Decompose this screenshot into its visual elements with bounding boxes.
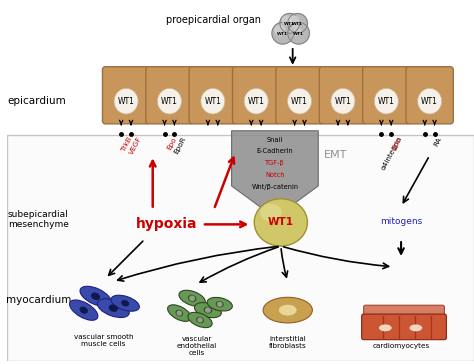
Text: Epo: Epo [165, 136, 177, 151]
Text: Snail: Snail [267, 136, 283, 143]
Ellipse shape [217, 302, 223, 307]
FancyBboxPatch shape [319, 67, 366, 124]
Text: WT1: WT1 [277, 32, 288, 36]
Ellipse shape [111, 295, 139, 311]
Circle shape [291, 25, 301, 35]
FancyBboxPatch shape [146, 67, 193, 124]
Ellipse shape [114, 88, 138, 114]
Ellipse shape [418, 88, 442, 114]
Text: WT1: WT1 [284, 22, 295, 26]
Ellipse shape [207, 297, 232, 311]
Text: hypoxia: hypoxia [136, 217, 197, 232]
Ellipse shape [279, 305, 297, 316]
Text: EpoR: EpoR [173, 136, 187, 155]
Circle shape [290, 16, 299, 25]
Ellipse shape [168, 305, 191, 321]
Ellipse shape [254, 199, 308, 246]
Ellipse shape [331, 88, 355, 114]
Text: subepicardial
mesenchyme: subepicardial mesenchyme [8, 210, 69, 229]
FancyBboxPatch shape [362, 314, 447, 340]
Ellipse shape [176, 310, 182, 316]
Text: vascular
endothelial
cells: vascular endothelial cells [177, 336, 217, 356]
Ellipse shape [80, 286, 111, 306]
Text: WT1: WT1 [293, 32, 304, 36]
Ellipse shape [179, 290, 205, 306]
Text: WT1: WT1 [421, 97, 438, 106]
Ellipse shape [157, 88, 182, 114]
Text: vascular smooth
muscle cells: vascular smooth muscle cells [73, 334, 133, 347]
Ellipse shape [288, 88, 311, 114]
Ellipse shape [216, 301, 224, 308]
Circle shape [288, 13, 308, 33]
Circle shape [288, 22, 310, 44]
FancyBboxPatch shape [7, 135, 474, 361]
Text: α4integrin: α4integrin [380, 136, 403, 171]
Text: WT1: WT1 [118, 97, 135, 106]
Circle shape [280, 13, 300, 33]
Text: EMT: EMT [324, 150, 347, 161]
Ellipse shape [97, 299, 129, 317]
Polygon shape [232, 131, 318, 207]
Text: TGF-β: TGF-β [265, 160, 285, 166]
Ellipse shape [175, 310, 183, 316]
Text: cardiomyocytes: cardiomyocytes [373, 343, 430, 349]
Ellipse shape [263, 297, 312, 323]
Text: Wnt/β-catenin: Wnt/β-catenin [251, 184, 299, 190]
Ellipse shape [197, 317, 203, 323]
Text: WT1: WT1 [248, 97, 264, 106]
Ellipse shape [109, 304, 118, 312]
Ellipse shape [203, 306, 212, 314]
Ellipse shape [121, 300, 129, 306]
Ellipse shape [189, 296, 195, 301]
Ellipse shape [80, 306, 88, 314]
Text: RA: RA [433, 136, 443, 147]
FancyBboxPatch shape [363, 67, 410, 124]
Ellipse shape [188, 295, 196, 302]
Text: Epo: Epo [391, 136, 403, 151]
Text: E-Cadherin: E-Cadherin [256, 149, 293, 154]
Ellipse shape [201, 88, 225, 114]
Text: WT1: WT1 [335, 97, 351, 106]
Ellipse shape [205, 307, 211, 313]
Text: interstitial
fibroblasts: interstitial fibroblasts [269, 336, 307, 349]
Text: VEGF: VEGF [128, 136, 143, 155]
Text: WT1: WT1 [204, 97, 221, 106]
FancyBboxPatch shape [233, 67, 280, 124]
Ellipse shape [410, 324, 422, 331]
Text: WT1: WT1 [268, 217, 294, 228]
Text: WT1: WT1 [291, 97, 308, 106]
FancyBboxPatch shape [189, 67, 237, 124]
Circle shape [275, 25, 285, 35]
Text: WT1: WT1 [292, 22, 303, 26]
FancyBboxPatch shape [406, 67, 453, 124]
Ellipse shape [188, 312, 212, 328]
Text: WT1: WT1 [378, 97, 395, 106]
Ellipse shape [244, 88, 268, 114]
Ellipse shape [91, 293, 100, 300]
Text: myocardium: myocardium [6, 295, 71, 305]
FancyBboxPatch shape [102, 67, 150, 124]
Text: epicardium: epicardium [7, 96, 66, 106]
Ellipse shape [70, 300, 98, 320]
Circle shape [272, 22, 294, 44]
Text: Notch: Notch [265, 172, 285, 178]
Ellipse shape [260, 204, 282, 221]
Circle shape [283, 16, 291, 25]
FancyBboxPatch shape [364, 305, 445, 325]
Text: WT1: WT1 [161, 97, 178, 106]
Text: mitogens: mitogens [380, 217, 422, 226]
Ellipse shape [374, 88, 398, 114]
FancyBboxPatch shape [276, 67, 323, 124]
Text: proepicardial organ: proepicardial organ [166, 15, 261, 25]
Ellipse shape [194, 302, 221, 318]
Text: TrkB: TrkB [120, 136, 133, 152]
Ellipse shape [379, 324, 392, 331]
Ellipse shape [196, 317, 204, 323]
